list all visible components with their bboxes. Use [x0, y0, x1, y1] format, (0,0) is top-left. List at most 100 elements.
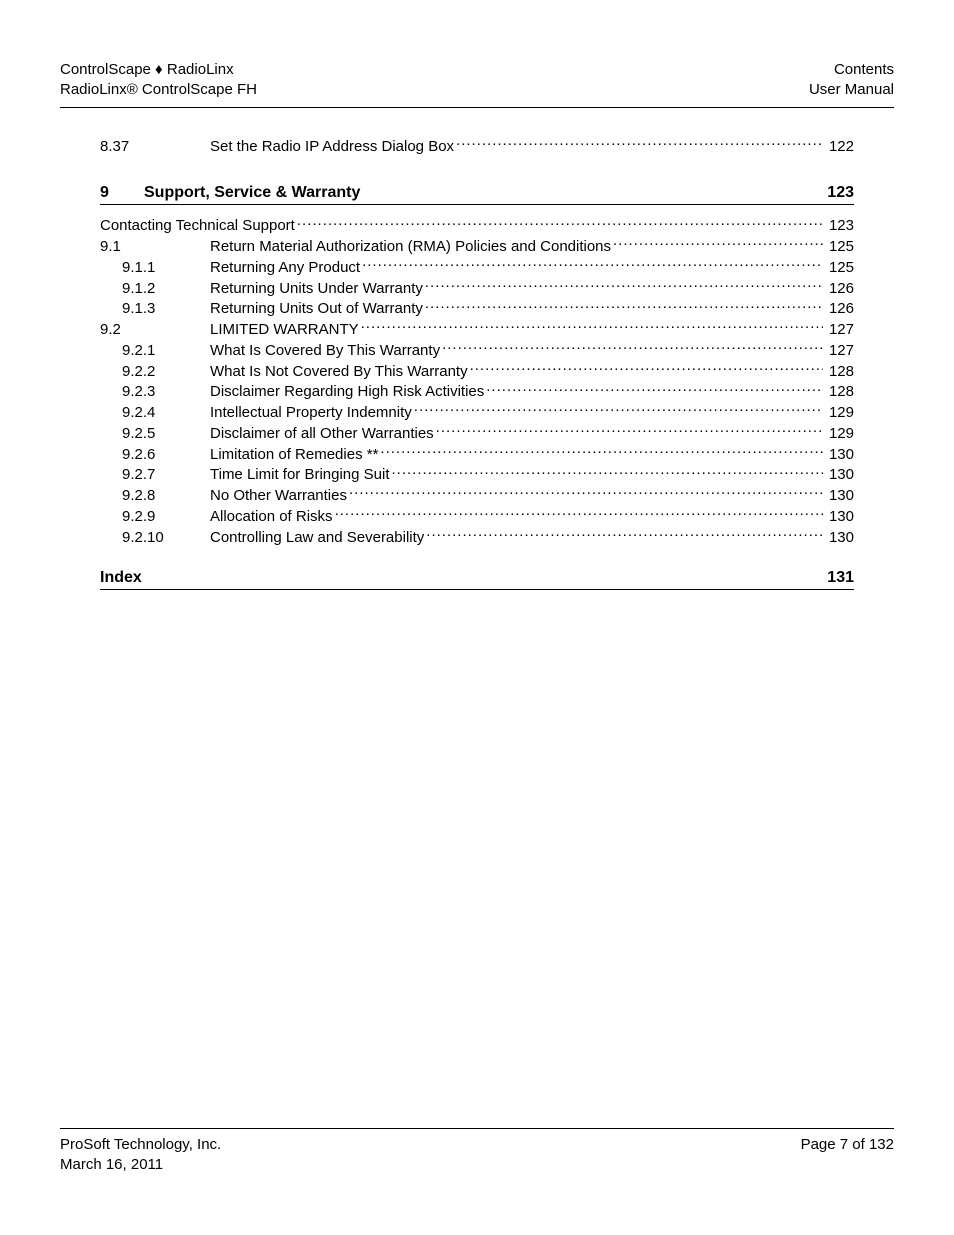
toc-row: 9.1.1Returning Any Product 125 — [100, 257, 854, 278]
toc-row: 9.2LIMITED WARRANTY 127 — [100, 319, 854, 340]
toc-dots — [414, 402, 823, 417]
toc-label: Controlling Law and Severability — [210, 529, 424, 548]
toc-row: 9.2.3Disclaimer Regarding High Risk Acti… — [100, 381, 854, 402]
toc-label: Time Limit for Bringing Suit — [210, 466, 390, 485]
page-header: ControlScape ♦ RadioLinx RadioLinx® Cont… — [60, 60, 894, 108]
toc-number: 9.1.1 — [100, 259, 210, 278]
toc-row: 9.1.3Returning Units Out of Warranty 126 — [100, 298, 854, 319]
toc-row: 9.2.4Intellectual Property Indemnity129 — [100, 402, 854, 423]
toc-label: Intellectual Property Indemnity — [210, 404, 412, 423]
section-page: 123 — [827, 184, 854, 202]
toc-label: Limitation of Remedies ** — [210, 446, 378, 465]
toc-dots — [613, 236, 823, 251]
toc-page: 122 — [825, 138, 854, 157]
footer-date: March 16, 2011 — [60, 1155, 221, 1175]
toc-label: Allocation of Risks — [210, 508, 333, 527]
toc-label: Returning Any Product — [210, 259, 360, 278]
toc-row: 9.2.7Time Limit for Bringing Suit 130 — [100, 464, 854, 485]
toc-number: 9.2.3 — [100, 383, 210, 402]
header-left-line2: RadioLinx® ControlScape FH — [60, 80, 257, 100]
toc-label: What Is Not Covered By This Warranty — [210, 363, 468, 382]
toc-page: 130 — [825, 466, 854, 485]
toc-label: Set the Radio IP Address Dialog Box — [210, 138, 454, 157]
toc-label: LIMITED WARRANTY — [210, 321, 359, 340]
toc-label: Returning Units Under Warranty — [210, 280, 423, 299]
footer-page: Page 7 of 132 — [801, 1135, 894, 1176]
index-page: 131 — [827, 569, 854, 587]
toc-number: 9.2.7 — [100, 466, 210, 485]
page-footer: ProSoft Technology, Inc. March 16, 2011 … — [60, 1128, 894, 1176]
header-right: Contents User Manual — [809, 60, 894, 101]
toc-label: No Other Warranties — [210, 487, 347, 506]
toc-row: 9.1Return Material Authorization (RMA) P… — [100, 236, 854, 257]
toc-page: 128 — [825, 363, 854, 382]
toc-number: 9.1.3 — [100, 300, 210, 319]
toc-label: Returning Units Out of Warranty — [210, 300, 423, 319]
section-number: 9 — [100, 184, 144, 202]
toc-page: 127 — [825, 321, 854, 340]
toc-number: 9.2.9 — [100, 508, 210, 527]
toc-row: 9.2.9Allocation of Risks 130 — [100, 506, 854, 527]
toc-dots — [456, 136, 823, 151]
toc-number: 9.2.10 — [100, 529, 210, 548]
header-left-line1: ControlScape ♦ RadioLinx — [60, 60, 257, 80]
toc-row: 9.2.5Disclaimer of all Other Warranties 1… — [100, 423, 854, 444]
toc-page: 129 — [825, 425, 854, 444]
toc-dots — [335, 506, 823, 521]
toc-page: 126 — [825, 300, 854, 319]
toc-number: 9.1 — [100, 238, 210, 257]
section-title: Support, Service & Warranty — [144, 184, 360, 202]
toc-row: 9.2.8No Other Warranties 130 — [100, 485, 854, 506]
toc-row: 9.1.2Returning Units Under Warranty 126 — [100, 278, 854, 299]
toc-label: Contacting Technical Support — [100, 217, 295, 236]
toc-row: 9.2.6Limitation of Remedies ** 130 — [100, 444, 854, 465]
toc-page: 128 — [825, 383, 854, 402]
toc-dots — [349, 485, 823, 500]
toc-number: 9.2.5 — [100, 425, 210, 444]
toc-row: 9.2.10Controlling Law and Severability13… — [100, 527, 854, 548]
index-title: Index — [100, 569, 142, 587]
toc-row: Contacting Technical Support 123 — [100, 215, 854, 236]
toc-label: Disclaimer of all Other Warranties — [210, 425, 434, 444]
toc-number: 9.2.8 — [100, 487, 210, 506]
toc-label: What Is Covered By This Warranty — [210, 342, 440, 361]
toc-number: 9.2.2 — [100, 363, 210, 382]
toc-dots — [362, 257, 823, 272]
toc-number: 9.2.6 — [100, 446, 210, 465]
section-heading: 9 Support, Service & Warranty 123 — [100, 184, 854, 205]
toc-page: 126 — [825, 280, 854, 299]
toc-number: 9.2 — [100, 321, 210, 340]
toc-page: 130 — [825, 508, 854, 527]
toc-dots — [436, 423, 823, 438]
toc-number: 8.37 — [100, 138, 210, 157]
toc-dots — [380, 444, 823, 459]
toc-page: 129 — [825, 404, 854, 423]
section-rows: Contacting Technical Support1239.1Return… — [100, 215, 854, 547]
toc-page: 125 — [825, 259, 854, 278]
toc-row: 9.2.1What Is Covered By This Warranty 127 — [100, 340, 854, 361]
header-right-line1: Contents — [809, 60, 894, 80]
toc-page: 130 — [825, 487, 854, 506]
toc-label: Disclaimer Regarding High Risk Activitie… — [210, 383, 484, 402]
toc-dots — [392, 464, 823, 479]
toc-row: 9.2.2What Is Not Covered By This Warrant… — [100, 361, 854, 382]
toc-page: 127 — [825, 342, 854, 361]
header-right-line2: User Manual — [809, 80, 894, 100]
toc-number: 9.1.2 — [100, 280, 210, 299]
toc-dots — [470, 361, 823, 376]
toc-dots — [425, 278, 823, 293]
toc-label: Return Material Authorization (RMA) Poli… — [210, 238, 611, 257]
footer-left: ProSoft Technology, Inc. March 16, 2011 — [60, 1135, 221, 1176]
toc-dots — [442, 340, 823, 355]
toc-page: 130 — [825, 446, 854, 465]
toc-dots — [361, 319, 823, 334]
toc-number: 9.2.1 — [100, 342, 210, 361]
toc-dots — [425, 298, 823, 313]
toc-dots — [426, 527, 823, 542]
footer-company: ProSoft Technology, Inc. — [60, 1135, 221, 1155]
toc-page: 125 — [825, 238, 854, 257]
toc-page: 123 — [825, 217, 854, 236]
toc-content: 8.37 Set the Radio IP Address Dialog Box… — [60, 136, 894, 591]
header-left: ControlScape ♦ RadioLinx RadioLinx® Cont… — [60, 60, 257, 101]
toc-row: 8.37 Set the Radio IP Address Dialog Box… — [100, 136, 854, 157]
